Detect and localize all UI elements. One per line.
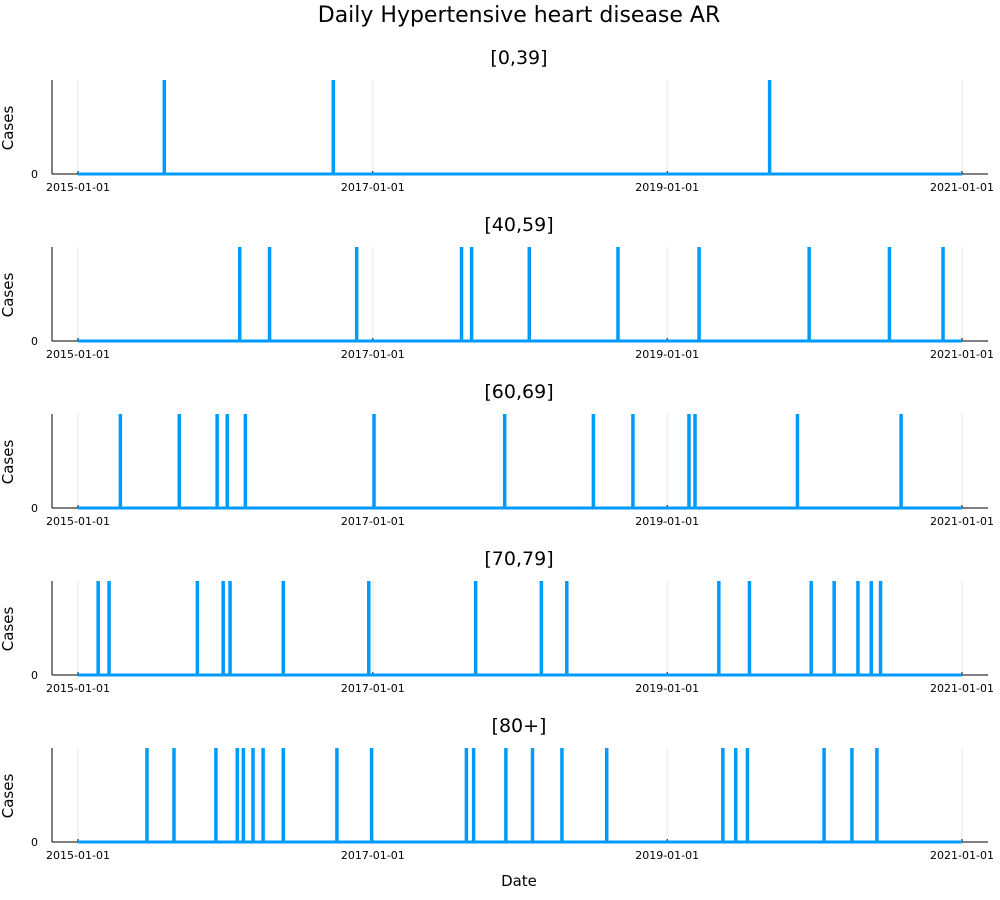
x-tick-label: 2017-01-01 <box>341 682 405 695</box>
x-tick-label: 2015-01-01 <box>46 682 110 695</box>
x-tick-label: 2021-01-01 <box>930 682 994 695</box>
y-axis-label: Cases <box>0 106 17 151</box>
panel-1: [40,59] Cases 0 2015-01-01 2017-01-01 2019-01… <box>0 214 994 361</box>
x-tick-label: 2021-01-01 <box>930 348 994 361</box>
panel-title: [70,79] <box>484 548 553 570</box>
chart-title: Daily Hypertensive heart disease AR <box>318 3 721 28</box>
x-tick-label: 2021-01-01 <box>930 515 994 528</box>
y-tick-label: 0 <box>31 502 38 515</box>
y-tick-label: 0 <box>31 669 38 682</box>
y-axis-label: Cases <box>0 607 17 652</box>
x-tick-label: 2019-01-01 <box>635 849 699 862</box>
y-tick-label: 0 <box>31 836 38 849</box>
x-tick-label: 2015-01-01 <box>46 515 110 528</box>
y-axis-label: Cases <box>0 440 17 485</box>
y-axis-label: Cases <box>0 273 17 318</box>
panel-2: [60,69] Cases 0 2015-01-01 2017-01-01 2019-01… <box>0 381 994 528</box>
x-tick-label: 2021-01-01 <box>930 181 994 194</box>
panel-title: [60,69] <box>484 381 553 403</box>
x-axis-label: Date <box>501 872 537 890</box>
y-tick-label: 0 <box>31 168 38 181</box>
x-tick-label: 2019-01-01 <box>635 515 699 528</box>
y-axis-label: Cases <box>0 774 17 819</box>
panels: [0,39] Cases 0 2015-01-01 2017-01-01 2019-01-… <box>0 47 994 862</box>
x-tick-label: 2017-01-01 <box>341 849 405 862</box>
x-tick-label: 2019-01-01 <box>635 682 699 695</box>
panel-4: [80+] Cases 0 2015-01-01 2017-01-01 2019-01-0… <box>0 715 994 862</box>
x-tick-label: 2019-01-01 <box>635 181 699 194</box>
panel-title: [0,39] <box>490 47 547 69</box>
y-tick-label: 0 <box>31 335 38 348</box>
x-tick-label: 2017-01-01 <box>341 515 405 528</box>
panel-title: [80+] <box>492 715 547 737</box>
x-tick-label: 2017-01-01 <box>341 348 405 361</box>
x-tick-label: 2021-01-01 <box>930 849 994 862</box>
panel-0: [0,39] Cases 0 2015-01-01 2017-01-01 2019-01-… <box>0 47 994 194</box>
x-tick-label: 2015-01-01 <box>46 348 110 361</box>
panel-3: [70,79] Cases 0 2015-01-01 2017-01-01 2019-01… <box>0 548 994 695</box>
x-tick-label: 2019-01-01 <box>635 348 699 361</box>
panel-title: [40,59] <box>484 214 553 236</box>
x-tick-label: 2015-01-01 <box>46 849 110 862</box>
x-tick-label: 2015-01-01 <box>46 181 110 194</box>
x-tick-label: 2017-01-01 <box>341 181 405 194</box>
